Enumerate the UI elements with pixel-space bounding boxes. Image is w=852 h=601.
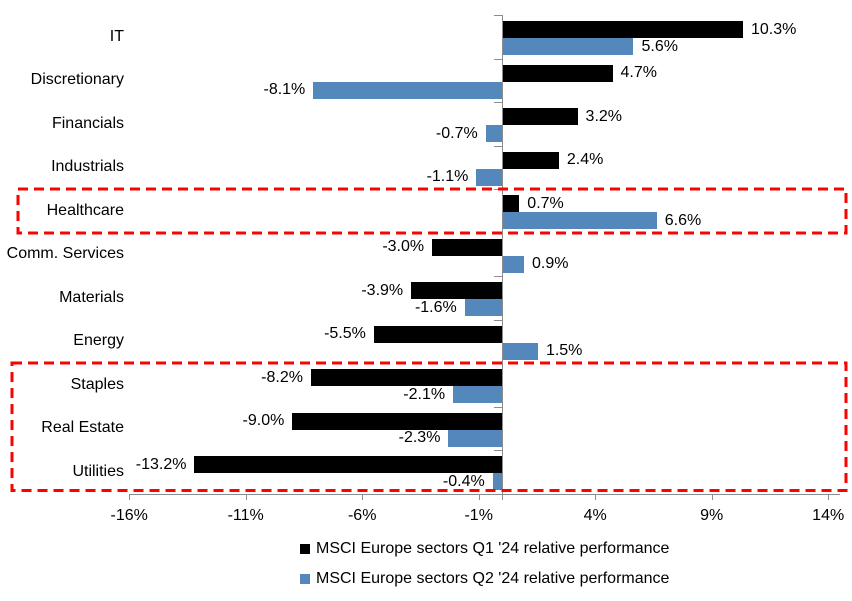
value-axis-tick (362, 494, 364, 500)
bar-q2-industrials (476, 168, 502, 186)
category-label-discretionary: Discretionary (30, 71, 124, 89)
x-tick-label-1: -1% (464, 506, 493, 524)
bar-q1-energy (373, 325, 502, 343)
category-axis-tick (494, 102, 502, 103)
bar-q2-comm-services (503, 255, 524, 273)
bar-q2-energy (503, 342, 538, 360)
category-axis-tick (494, 58, 502, 60)
legend-item-q1: MSCI Europe sectors Q1 '24 relative perf… (300, 540, 669, 558)
value-label-q2-energy: 1.5% (545, 342, 583, 359)
bar-q1-discretionary (503, 64, 613, 82)
bar-q2-it (503, 38, 634, 55)
bar-q1-industrials (503, 151, 559, 169)
category-label-energy: Energy (73, 332, 124, 350)
legend-item-q2: MSCI Europe sectors Q2 '24 relative perf… (300, 570, 669, 588)
value-axis-tick (595, 494, 597, 500)
x-tick-label-11: -11% (227, 506, 264, 524)
x-tick-label-16: -16% (110, 506, 148, 524)
category-label-industrials: Industrials (51, 158, 124, 176)
value-label-q1-it: 10.3% (750, 20, 797, 38)
value-label-q2-comm-services: 0.9% (531, 255, 569, 272)
legend-swatch-q2 (300, 574, 310, 584)
x-tick-label-14: 14% (812, 506, 845, 524)
value-axis-tick (478, 494, 480, 500)
category-axis-tick (494, 276, 502, 277)
category-axis-tick (494, 15, 502, 16)
legend-label-q1: MSCI Europe sectors Q1 '24 relative perf… (316, 540, 670, 557)
value-label-q2-materials: -1.6% (414, 298, 457, 316)
zero-axis-tick (502, 494, 503, 500)
bar-q1-comm-services (432, 238, 502, 256)
category-axis-tick (494, 319, 502, 321)
value-axis-tick (129, 494, 131, 500)
bar-q2-materials (464, 299, 502, 316)
value-label-q2-it: 5.6% (641, 37, 678, 55)
x-tick-label-6: -6% (347, 506, 377, 524)
bar-q1-materials (411, 282, 502, 299)
value-label-q1-materials: -3.9% (361, 281, 404, 299)
value-label-q1-energy: -5.5% (324, 325, 366, 342)
category-label-it: IT (109, 27, 124, 45)
bar-q1-financials (503, 108, 578, 125)
category-label-materials: Materials (59, 288, 124, 306)
bar-q2-financials (485, 125, 502, 142)
value-label-q2-financials: -0.7% (435, 124, 478, 142)
value-label-q1-industrials: 2.4% (566, 151, 604, 168)
category-label-comm-services: Comm. Services (6, 245, 124, 263)
value-axis-tick (828, 494, 830, 500)
value-axis-line (129, 493, 840, 495)
value-axis-tick (711, 494, 713, 500)
value-label-q2-discretionary: -8.1% (263, 81, 306, 98)
bar-q1-it (503, 21, 743, 38)
category-axis-line (502, 15, 503, 494)
legend-label-q2: MSCI Europe sectors Q2 '24 relative perf… (316, 570, 670, 587)
bar-q2-discretionary (313, 81, 502, 99)
x-tick-label-9: 9% (700, 506, 724, 524)
value-axis-tick (245, 494, 247, 500)
x-tick-label-4: 4% (583, 506, 607, 524)
value-label-q2-industrials: -1.1% (426, 168, 469, 185)
category-axis-tick (494, 493, 502, 495)
value-label-q1-discretionary: 4.7% (620, 64, 657, 81)
legend-swatch-q1 (300, 544, 310, 554)
category-axis-tick (494, 145, 502, 147)
category-label-financials: Financials (51, 114, 124, 132)
value-label-q1-comm-services: -3.0% (382, 238, 425, 255)
value-label-q1-financials: 3.2% (585, 107, 623, 125)
